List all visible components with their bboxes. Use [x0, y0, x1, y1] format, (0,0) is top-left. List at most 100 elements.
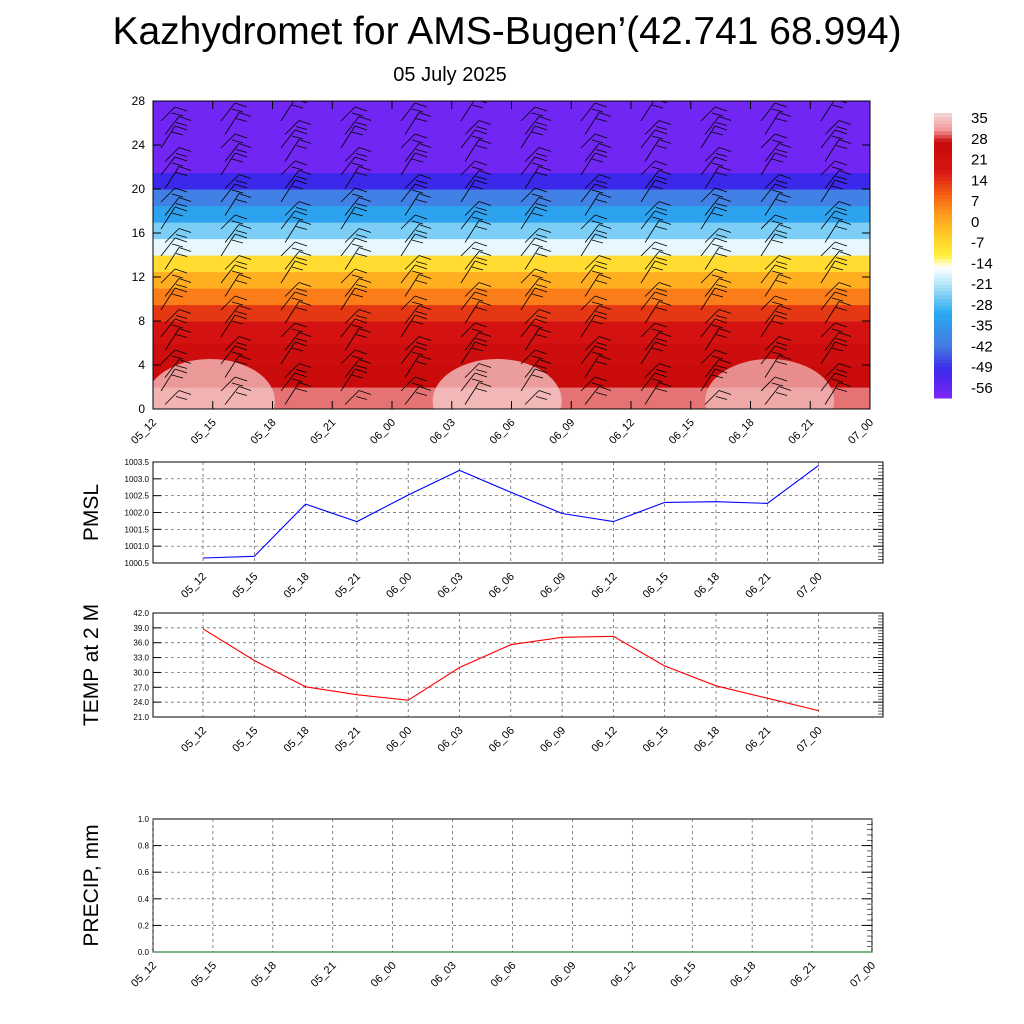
temp-xtick-label: 05_21	[333, 725, 363, 755]
wind-barb-flag	[771, 301, 784, 306]
wind-barb	[460, 322, 476, 338]
colorbar-segment	[934, 116, 952, 121]
wind-barb	[580, 295, 596, 311]
heatmap-band	[153, 189, 870, 207]
wind-barb-flag	[531, 131, 544, 136]
wind-barb-flag	[234, 233, 248, 239]
wind-barb-flag	[831, 378, 844, 383]
wind-barb-flag	[411, 158, 424, 163]
colorbar-segment	[934, 155, 952, 160]
wind-barb	[404, 255, 420, 270]
wind-barb	[464, 332, 480, 351]
wind-barb-flag	[598, 336, 612, 341]
colorbar-segment	[934, 376, 952, 381]
temp-ytick-label: 36.0	[133, 639, 149, 648]
colorbar-segment	[934, 230, 952, 235]
wind-barb-flag	[299, 101, 308, 104]
wind-barb-flag	[355, 315, 368, 319]
wind-barb	[464, 251, 480, 270]
colorbar-segment	[934, 273, 952, 278]
wind-barb-flag	[471, 216, 484, 221]
wind-barb	[700, 106, 716, 122]
colorbar-segment	[934, 216, 952, 221]
profile-ytick-label: 12	[132, 270, 146, 284]
wind-barb	[340, 368, 356, 392]
wind-barb-flag	[298, 139, 312, 144]
wind-barb	[340, 125, 356, 149]
wind-barb-flag	[298, 201, 312, 206]
wind-barb-flag	[775, 118, 788, 122]
wind-barb-flag	[711, 193, 724, 198]
wind-barb-flag	[174, 206, 188, 212]
wind-barb-flag	[538, 390, 552, 395]
wind-barb	[820, 101, 835, 122]
colorbar-segment	[934, 344, 952, 349]
wind-barb-flag	[535, 122, 548, 126]
wind-barb	[760, 183, 776, 203]
wind-barb	[580, 376, 596, 392]
wind-barb-flag	[418, 193, 432, 198]
wind-barb	[464, 363, 480, 378]
wind-barb	[640, 179, 656, 203]
wind-barb	[580, 152, 596, 176]
profile-ytick-label: 16	[132, 226, 146, 240]
wind-barb	[640, 372, 656, 392]
wind-barb-flag	[418, 112, 432, 117]
wind-barb-flag	[654, 291, 668, 297]
wind-barb	[404, 112, 420, 135]
wind-barb-flag	[411, 239, 424, 244]
wind-barb	[580, 264, 596, 284]
profile-xtick-label: 05_12	[129, 417, 159, 447]
wind-barb-flag	[351, 131, 364, 136]
wind-barb	[160, 287, 176, 311]
wind-barb	[700, 268, 716, 284]
wind-barb	[760, 133, 776, 149]
wind-barb-flag	[831, 104, 844, 109]
wind-barb-flag	[175, 153, 188, 157]
wind-barb	[344, 328, 360, 351]
wind-barb-flag	[354, 206, 368, 212]
wind-barb-flag	[175, 284, 188, 288]
wind-barb-flag	[291, 247, 304, 252]
wind-barb	[760, 264, 776, 284]
wind-barb-flag	[595, 230, 608, 234]
wind-barb	[760, 314, 776, 338]
wind-barb-flag	[775, 199, 788, 203]
wind-barb-flag	[355, 334, 368, 338]
heatmap-band	[153, 238, 870, 256]
wind-barb	[464, 170, 480, 189]
wind-barb-flag	[298, 251, 312, 256]
colorbar-segment	[934, 262, 952, 267]
wind-barb-flag	[715, 122, 728, 126]
wind-barb-flag	[295, 145, 308, 149]
wind-barb-flag	[411, 139, 424, 144]
colorbar-segment	[934, 380, 952, 385]
wind-barb-flag	[598, 305, 612, 310]
profile-ytick-label: 24	[132, 138, 146, 152]
wind-barb	[460, 160, 476, 176]
wind-barb	[640, 160, 656, 176]
wind-barb-flag	[175, 122, 188, 126]
wind-barb-flag	[415, 199, 428, 203]
temp-xtick-label: 06_06	[487, 725, 517, 755]
wind-barb-flag	[291, 166, 304, 171]
wind-barb-flag	[775, 361, 788, 365]
wind-barb-flag	[774, 295, 788, 301]
wind-barb	[164, 116, 180, 135]
wind-barb-flag	[478, 251, 492, 256]
wind-barb-flag	[594, 102, 608, 108]
wind-barb-flag	[534, 368, 548, 374]
colorbar-segment	[934, 294, 952, 299]
wind-barb	[224, 255, 240, 270]
wind-barb	[584, 193, 600, 216]
wind-barb-flag	[658, 120, 672, 125]
wind-barb-flag	[771, 270, 784, 275]
wind-barb-flag	[235, 261, 248, 265]
wind-barb-flag	[595, 118, 608, 122]
wind-barb-flag	[714, 156, 728, 162]
wind-barb-flag	[415, 261, 428, 265]
chart-title: Kazhydromet for AMS-Bugen’(42.741 68.994…	[112, 10, 902, 53]
colorbar-label: 14	[971, 172, 988, 189]
wind-barb-flag	[474, 322, 488, 328]
colorbar-segment	[934, 369, 952, 374]
